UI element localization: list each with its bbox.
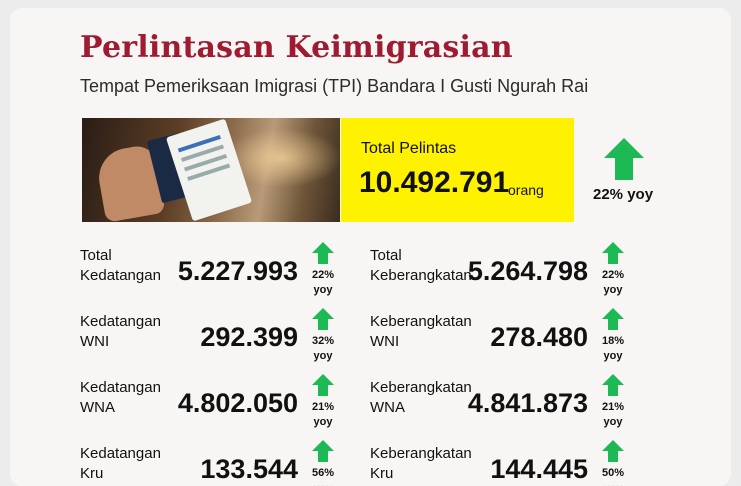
stat-item: Total Kedatangan 5.227.993 22% yoy: [80, 242, 380, 308]
arrow-up-icon: [602, 374, 624, 396]
stat-label: Keberangkatan WNI: [370, 313, 472, 350]
total-yoy: 22% yoy: [593, 186, 654, 203]
stat-value: 278.480: [490, 322, 588, 352]
stat-value: 5.264.798: [467, 256, 588, 286]
stat-label: Total Kedatangan: [80, 247, 161, 284]
total-value: 10.492.791: [359, 166, 510, 199]
stat-value: 4.841.873: [467, 388, 588, 418]
arrow-up-icon: [312, 374, 334, 396]
total-label: Total Pelintas: [361, 140, 457, 157]
arrow-up-icon: [312, 440, 334, 462]
stat-value: 5.227.993: [177, 256, 298, 286]
stat-item: Keberangkatan WNA 4.841.873 21% yoy: [370, 374, 670, 440]
total-passengers-box: Total Pelintas 10.492.791 orang: [341, 118, 574, 222]
stat-yoy: 21% yoy: [601, 401, 625, 428]
stat-item: Kedatangan WNA 4.802.050 21% yoy: [80, 374, 380, 440]
stat-value: 4.802.050: [177, 388, 298, 418]
stat-label: Keberangkatan Kru: [370, 445, 472, 482]
stat-item: Total Keberangkatan 5.264.798 22% yoy: [370, 242, 670, 308]
passenger-photo: [82, 118, 340, 222]
stat-label: Kedatangan WNI: [80, 313, 161, 350]
arrow-up-icon: [312, 242, 334, 264]
stat-yoy: 18% yoy: [601, 335, 625, 362]
page-subtitle: Tempat Pemeriksaan Imigrasi (TPI) Bandar…: [80, 76, 589, 96]
stat-yoy: 21% yoy: [311, 401, 335, 428]
stat-yoy: 22% yoy: [311, 269, 335, 296]
arrow-up-icon: [602, 308, 624, 330]
arrow-up-icon: [604, 138, 644, 180]
stat-label: Kedatangan WNA: [80, 379, 161, 416]
stat-yoy: 32% yoy: [311, 335, 335, 362]
stat-label: Total Keberangkatan: [370, 247, 472, 284]
stat-label: Kedatangan Kru: [80, 445, 161, 482]
page-title: Perlintasan Keimigrasian: [80, 30, 513, 65]
stat-value: 292.399: [200, 322, 298, 352]
stat-item: Kedatangan WNI 292.399 32% yoy: [80, 308, 380, 374]
arrow-up-icon: [602, 242, 624, 264]
stat-label: Keberangkatan WNA: [370, 379, 472, 416]
infographic-card: Perlintasan Keimigrasian Tempat Pemeriks…: [10, 8, 731, 486]
total-unit: orang: [508, 182, 544, 198]
arrow-up-icon: [312, 308, 334, 330]
stat-item: Keberangkatan WNI 278.480 18% yoy: [370, 308, 670, 374]
arrow-up-icon: [602, 440, 624, 462]
stat-yoy: 22% yoy: [601, 269, 625, 296]
